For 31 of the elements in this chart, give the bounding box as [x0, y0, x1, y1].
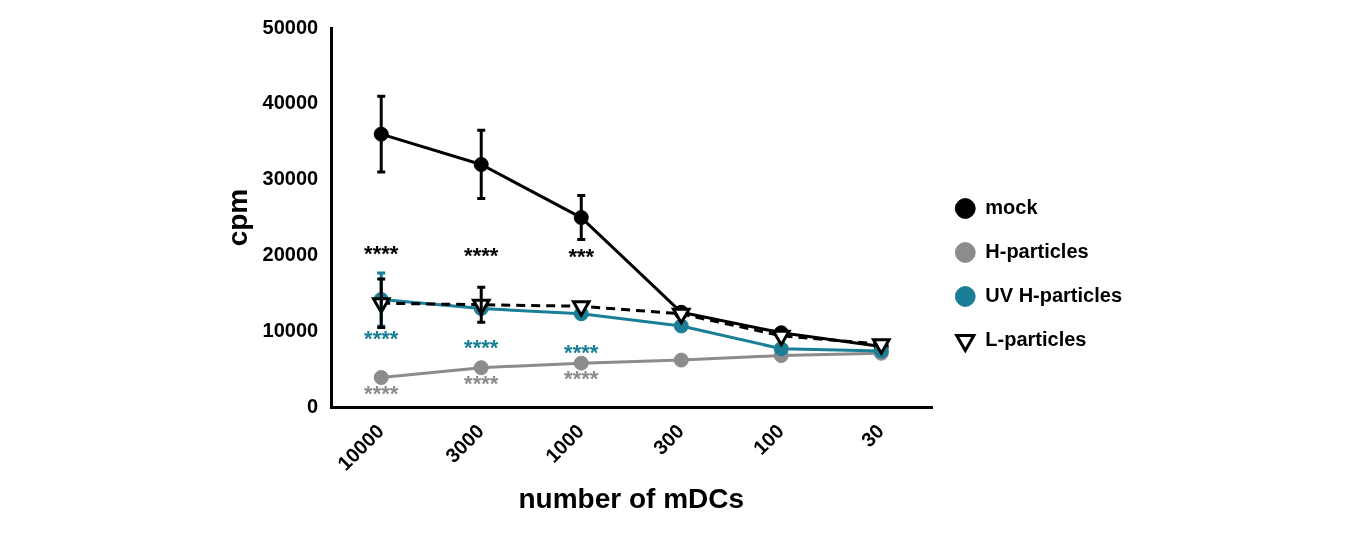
point [473, 360, 489, 376]
annotation: *** [568, 244, 595, 270]
legend-label: mock [985, 196, 1039, 219]
y-tick-label: 40000 [262, 91, 319, 114]
x-tick-label: 100 [748, 419, 788, 459]
annotation: **** [364, 380, 399, 406]
y-axis-title: cpm [221, 188, 253, 247]
point [673, 352, 689, 368]
legend-label: H-particles [985, 240, 1089, 263]
annotation: **** [464, 334, 499, 360]
annotation: **** [364, 325, 399, 351]
x-axis-title: number of mDCs [518, 482, 745, 514]
y-tick-label: 0 [307, 394, 319, 417]
point [771, 329, 791, 347]
point [373, 370, 389, 386]
annotation: **** [464, 370, 499, 396]
point [671, 307, 691, 325]
point [571, 300, 591, 317]
x-tick-label: 300 [648, 419, 688, 459]
y-tick-label: 50000 [262, 15, 319, 38]
annotation: **** [564, 339, 599, 365]
annotation: **** [564, 366, 599, 392]
legend-label: L-particles [985, 328, 1087, 351]
legend-label: UV H-particles [985, 284, 1123, 307]
y-tick-label: 30000 [262, 167, 319, 190]
annotation: **** [464, 242, 499, 268]
x-tick-label: 30 [856, 419, 889, 452]
annotation: **** [364, 241, 399, 267]
y-tick-label: 20000 [262, 242, 319, 265]
point [573, 355, 589, 371]
y-tick-label: 10000 [262, 318, 319, 341]
